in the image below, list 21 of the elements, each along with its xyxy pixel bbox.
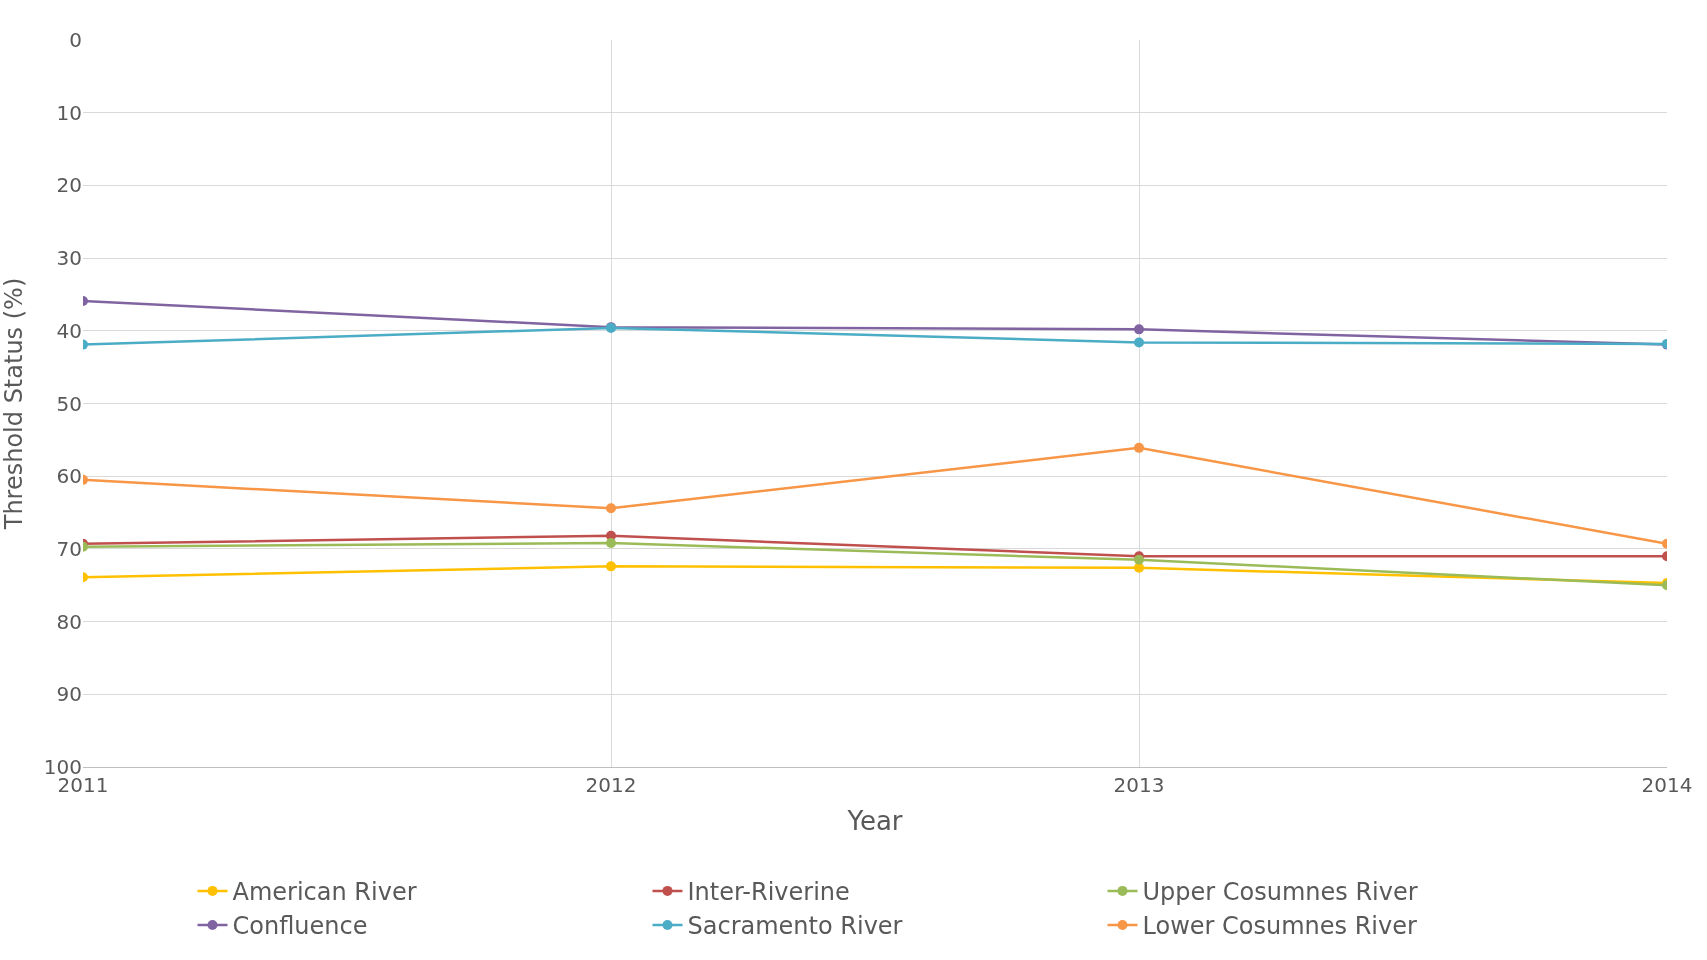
legend-label: Inter-Riverine bbox=[687, 878, 850, 907]
y-tick-label: 20 bbox=[56, 173, 82, 198]
y-tick-label: 70 bbox=[56, 536, 82, 561]
x-tick-label: 2012 bbox=[585, 773, 637, 797]
y-tick-label: 50 bbox=[56, 391, 82, 416]
y-tick-label: 30 bbox=[56, 246, 82, 271]
y-tick-label: 90 bbox=[56, 682, 82, 707]
y-tick-label: 40 bbox=[56, 318, 82, 343]
legend-label: Confluence bbox=[232, 912, 368, 941]
legend-label: American River bbox=[232, 878, 417, 907]
y-tick-label: 60 bbox=[56, 464, 82, 489]
x-tick-label: 2014 bbox=[1641, 773, 1693, 797]
y-tick-label: 10 bbox=[56, 100, 82, 125]
legend-label: Lower Cosumnes River bbox=[1142, 912, 1417, 941]
y-axis-title: Threshold Status (%) bbox=[0, 277, 28, 531]
legend-label: Upper Cosumnes River bbox=[1142, 878, 1418, 907]
legend-label: Sacramento River bbox=[687, 912, 903, 941]
y-tick-label: 0 bbox=[69, 28, 82, 52]
x-tick-label: 2013 bbox=[1113, 773, 1165, 797]
x-axis-title: Year bbox=[846, 805, 903, 836]
y-tick-label: 80 bbox=[56, 609, 82, 634]
